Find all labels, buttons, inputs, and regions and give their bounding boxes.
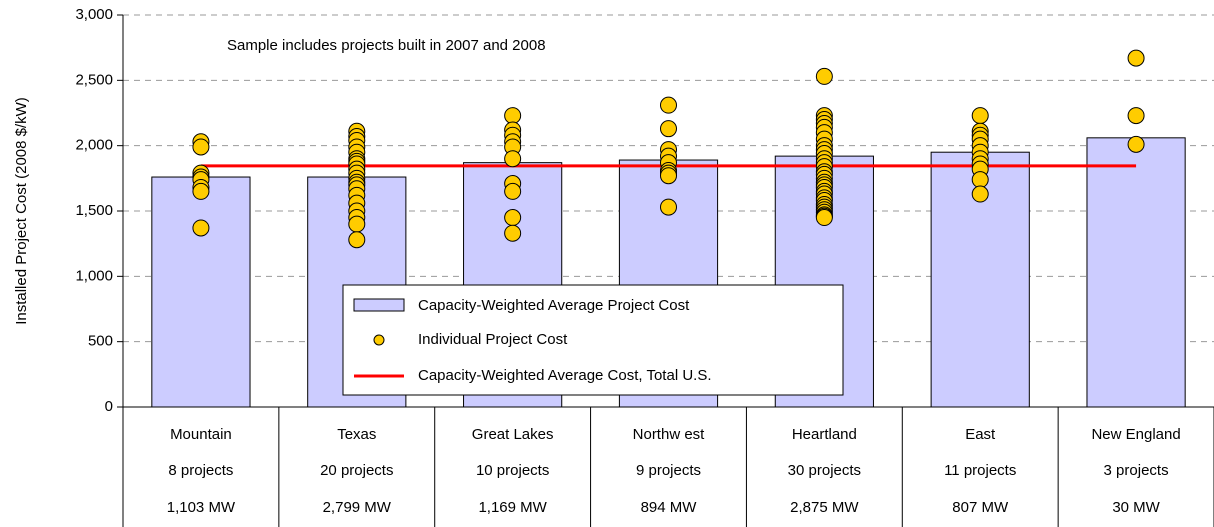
y-tick-label: 1,500 <box>75 202 113 219</box>
y-tick-label: 3,000 <box>75 6 113 23</box>
capacity-label: 1,103 MW <box>167 499 236 516</box>
y-axis-label: Installed Project Cost (2008 $/kW) <box>13 97 30 325</box>
project-point <box>660 96 677 114</box>
project-point <box>1127 107 1145 125</box>
project-point <box>971 185 989 203</box>
project-point <box>815 67 833 85</box>
y-tick-label: 500 <box>88 333 113 350</box>
project-point <box>192 182 210 200</box>
legend-label: Capacity-Weighted Average Cost, Total U.… <box>418 367 712 384</box>
projects-label: 10 projects <box>476 462 549 479</box>
capacity-label: 2,799 MW <box>323 499 392 516</box>
legend-swatch <box>373 334 385 346</box>
projects-label: 9 projects <box>636 462 701 479</box>
capacity-label: 2,875 MW <box>790 499 859 516</box>
legend-swatch <box>353 298 405 312</box>
project-point <box>971 107 989 125</box>
project-point <box>660 198 677 216</box>
project-point <box>348 231 366 249</box>
category-label: Great Lakes <box>472 426 554 443</box>
project-point <box>1127 135 1145 153</box>
capacity-label: 1,169 MW <box>478 499 547 516</box>
annotation: Sample includes projects built in 2007 a… <box>227 37 546 54</box>
project-point <box>815 209 833 227</box>
y-tick-label: 2,000 <box>75 137 113 154</box>
legend-box <box>342 284 844 396</box>
capacity-label: 894 MW <box>641 499 698 516</box>
project-point <box>348 215 366 233</box>
category-label: East <box>965 426 996 443</box>
category-label: New England <box>1091 426 1180 443</box>
project-point <box>971 171 989 189</box>
project-point <box>192 138 210 156</box>
y-tick-label: 0 <box>105 398 113 415</box>
category-label: Mountain <box>170 426 232 443</box>
category-label: Northw est <box>633 426 706 443</box>
bar <box>151 176 251 408</box>
project-point <box>660 120 677 138</box>
project-point <box>504 224 522 242</box>
project-point <box>504 209 522 227</box>
legend-label: Capacity-Weighted Average Project Cost <box>418 297 690 314</box>
legend-label: Individual Project Cost <box>418 331 568 348</box>
y-tick-label: 1,000 <box>75 267 113 284</box>
bar <box>1086 137 1186 408</box>
projects-label: 8 projects <box>168 462 233 479</box>
project-point <box>192 219 210 237</box>
category-label: Texas <box>337 426 376 443</box>
project-point <box>660 167 677 185</box>
projects-label: 30 projects <box>788 462 861 479</box>
projects-label: 3 projects <box>1104 462 1169 479</box>
project-point <box>504 150 522 168</box>
projects-label: 11 projects <box>944 462 1016 479</box>
projects-label: 20 projects <box>320 462 393 479</box>
capacity-label: 807 MW <box>952 499 1009 516</box>
capacity-label: 30 MW <box>1112 499 1160 516</box>
project-point <box>504 182 522 200</box>
project-point <box>504 107 522 125</box>
project-point <box>1127 49 1145 67</box>
y-tick-label: 2,500 <box>75 71 113 88</box>
category-label: Heartland <box>792 426 857 443</box>
